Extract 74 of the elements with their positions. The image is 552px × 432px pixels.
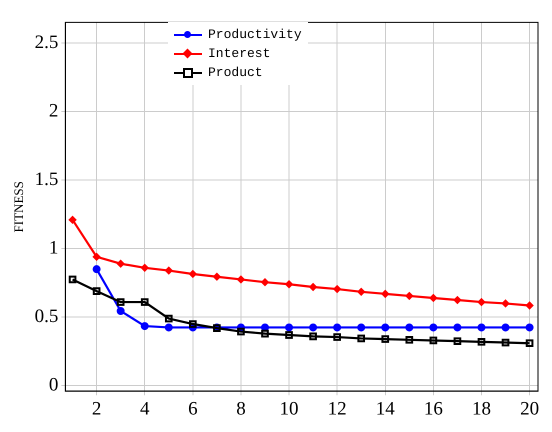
point	[92, 265, 101, 274]
point	[453, 296, 462, 304]
point	[309, 323, 318, 332]
point	[405, 292, 414, 300]
point	[381, 335, 390, 343]
legend-label: Product	[208, 65, 263, 80]
point	[429, 323, 438, 332]
point	[188, 270, 197, 278]
point	[381, 290, 390, 298]
point	[116, 260, 125, 268]
point	[140, 264, 149, 272]
y-tick-label: 1	[48, 238, 58, 259]
x-tick-label: 18	[472, 398, 491, 420]
point	[237, 328, 245, 336]
point	[478, 338, 486, 346]
x-tick-label: 8	[236, 398, 246, 420]
point	[164, 323, 173, 332]
point	[309, 283, 318, 292]
point	[140, 298, 149, 306]
point	[116, 298, 124, 306]
point	[405, 336, 414, 344]
x-tick-label: 10	[280, 398, 299, 420]
legend-label: Productivity	[208, 27, 302, 42]
point	[357, 334, 366, 342]
point	[429, 294, 438, 302]
point	[333, 285, 342, 294]
point	[502, 323, 510, 332]
point	[526, 302, 534, 310]
point	[405, 323, 414, 332]
point	[333, 323, 342, 332]
x-tick-label: 12	[328, 398, 347, 420]
point	[164, 314, 173, 322]
x-tick-label: 2	[92, 398, 102, 420]
y-axis-title: FITNESS	[11, 181, 26, 232]
point	[357, 288, 366, 296]
point	[381, 323, 390, 332]
x-tick-label: 14	[376, 398, 396, 420]
point	[526, 339, 534, 348]
point	[357, 323, 366, 332]
x-tick-label: 16	[424, 398, 443, 420]
point	[68, 216, 77, 224]
x-tick-label: 4	[140, 398, 150, 420]
point	[453, 323, 462, 332]
point	[116, 306, 125, 315]
point	[477, 298, 486, 306]
point	[164, 266, 173, 275]
point	[285, 323, 294, 332]
point	[261, 330, 269, 338]
point	[454, 337, 462, 345]
point	[502, 299, 510, 308]
point	[92, 287, 100, 295]
point	[236, 275, 245, 284]
point	[526, 323, 534, 332]
y-tick-label: 2	[48, 100, 58, 122]
point	[502, 338, 510, 346]
y-tick-label: 2.5	[34, 32, 58, 53]
point	[285, 331, 293, 339]
point	[189, 320, 197, 328]
y-tick-label: 1.5	[34, 169, 58, 190]
y-tick-label: 0.5	[34, 306, 58, 328]
point	[309, 332, 317, 340]
point	[333, 333, 341, 341]
x-tick-label: 20	[520, 398, 540, 420]
legend-label: Interest	[208, 46, 270, 61]
point	[212, 272, 221, 281]
point	[68, 276, 76, 284]
y-tick-label: 0	[48, 374, 58, 396]
point	[477, 323, 486, 332]
point	[260, 278, 269, 286]
point	[140, 322, 149, 330]
point	[92, 252, 101, 261]
point	[430, 336, 438, 344]
x-tick-label: 6	[188, 398, 198, 420]
point	[285, 280, 294, 288]
